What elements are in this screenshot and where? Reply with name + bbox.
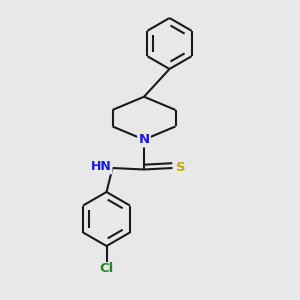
- Text: N: N: [138, 133, 150, 146]
- Text: S: S: [176, 161, 186, 174]
- Text: Cl: Cl: [99, 262, 114, 275]
- Text: HN: HN: [91, 160, 112, 173]
